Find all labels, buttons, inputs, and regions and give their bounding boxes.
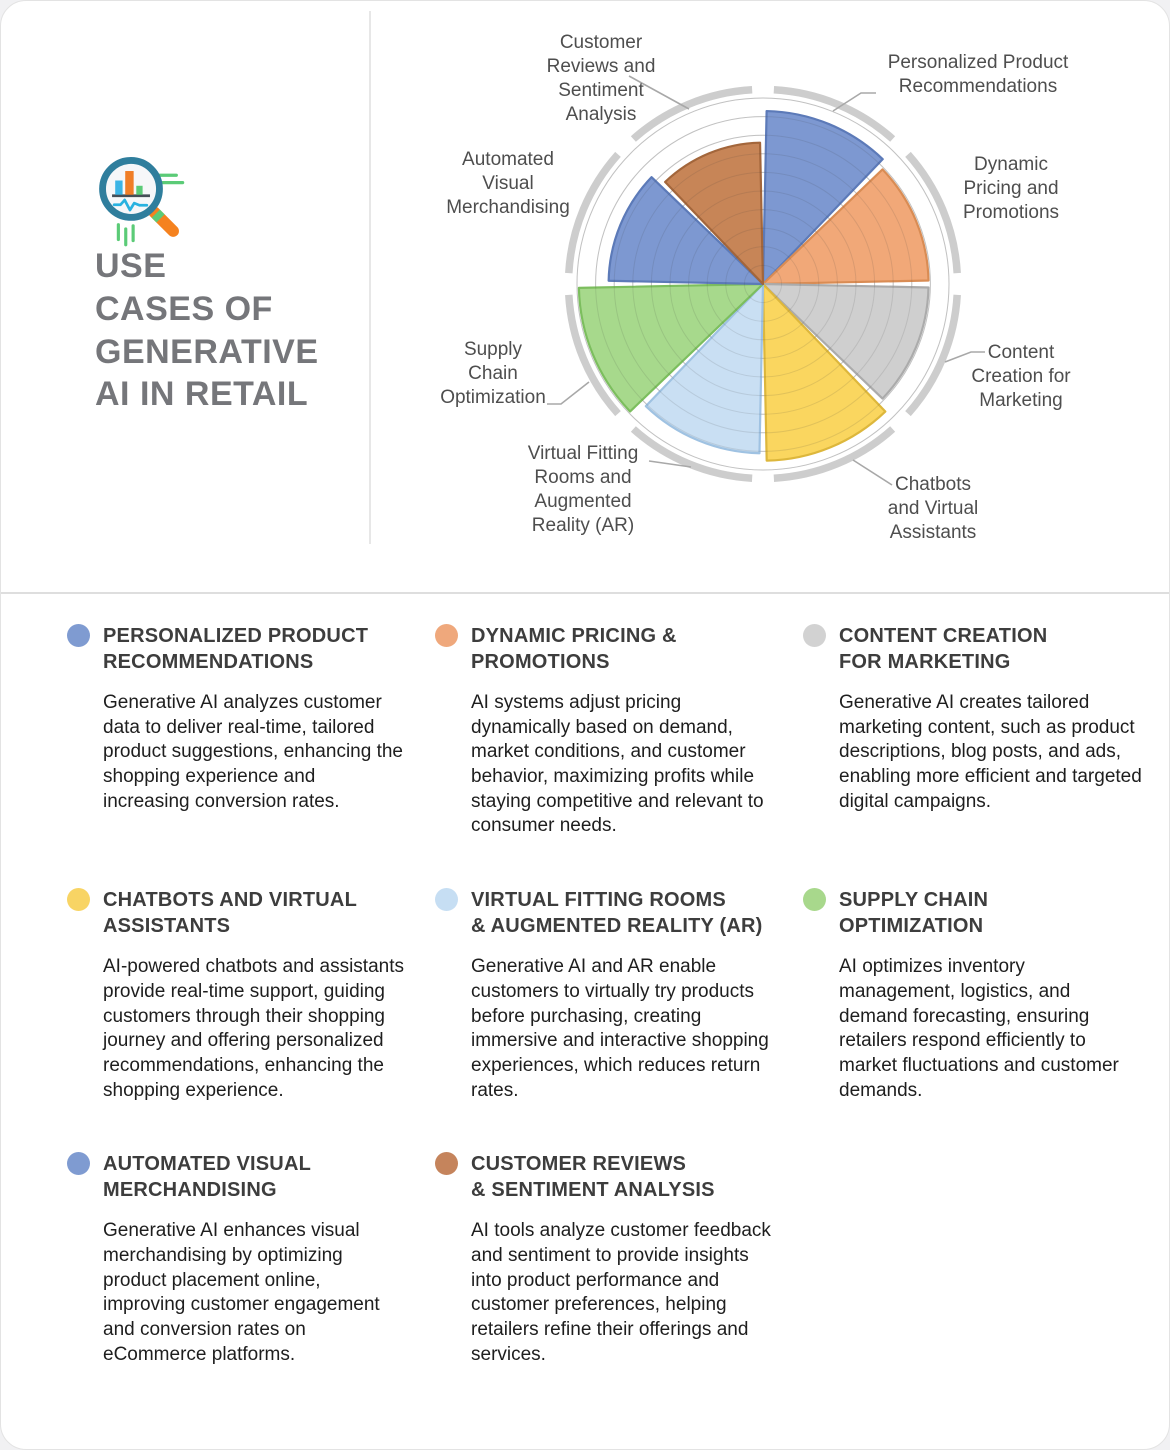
- section-virtual-fitting-rooms-ar: VIRTUAL FITTING ROOMS & AUGMENTED REALIT…: [435, 887, 775, 1103]
- radial-chart-svg: [547, 75, 985, 486]
- section-title: PERSONALIZED PRODUCT RECOMMENDATIONS: [103, 625, 369, 673]
- bullet-dot-orange: [435, 624, 458, 647]
- section-body: Generative AI and AR enable customers to…: [471, 956, 769, 1101]
- section-customer-reviews-sentiment: CUSTOMER REVIEWS & SENTIMENT ANALYSIS AI…: [435, 1151, 775, 1367]
- chart-label-personalized: Personalized Product Recommendations: [887, 52, 1069, 97]
- section-body: Generative AI creates tailored marketing…: [839, 692, 1142, 812]
- section-body: Generative AI analyzes customer data to …: [103, 692, 403, 812]
- magnifier-bar-chart-icon: [99, 157, 185, 247]
- section-body: AI optimizes inventory management, logis…: [839, 956, 1119, 1101]
- section-title: SUPPLY CHAIN OPTIMIZATION: [839, 889, 989, 938]
- section-dynamic-pricing-promotions: DYNAMIC PRICING & PROMOTIONS AI systems …: [435, 623, 775, 839]
- chart-label-dynamic-pricing: Dynamic Pricing and Promotions: [962, 154, 1060, 223]
- section-content-creation-marketing: CONTENT CREATION FOR MARKETING Generativ…: [803, 623, 1143, 839]
- page-title: USE CASES OF GENERATIVE AI IN RETAIL: [95, 247, 319, 414]
- section-title: CONTENT CREATION FOR MARKETING: [839, 625, 1048, 673]
- section-automated-visual-merchandising: AUTOMATED VISUAL MERCHANDISING Generativ…: [67, 1151, 407, 1367]
- top-section: USE CASES OF GENERATIVE AI IN RETAIL Per…: [1, 1, 1169, 594]
- section-title: VIRTUAL FITTING ROOMS & AUGMENTED REALIT…: [471, 889, 763, 938]
- use-case-sections: PERSONALIZED PRODUCT RECOMMENDATIONS Gen…: [1, 594, 1169, 1407]
- title-panel: USE CASES OF GENERATIVE AI IN RETAIL: [1, 11, 371, 544]
- section-personalized-product-recommendations: PERSONALIZED PRODUCT RECOMMENDATIONS Gen…: [67, 623, 407, 839]
- section-body: Generative AI enhances visual merchandis…: [103, 1220, 380, 1365]
- bullet-dot-brown: [435, 1152, 458, 1176]
- bullet-dot-lightblue: [435, 888, 458, 912]
- section-body: AI-powered chatbots and assistants provi…: [103, 956, 405, 1101]
- chart-label-chatbots: Chatbots and Virtual Assistants: [887, 474, 979, 543]
- chart-label-automated-visual: Automated Visual Merchandising: [446, 149, 570, 218]
- bullet-dot-green: [803, 888, 826, 912]
- bullet-dot-gray: [803, 624, 826, 647]
- chart-label-customer-reviews: Customer Reviews and Sentiment Analysis: [546, 32, 656, 125]
- bullet-dot-blue: [67, 1152, 90, 1176]
- bullet-dot-yellow: [67, 888, 90, 912]
- section-title: DYNAMIC PRICING & PROMOTIONS: [471, 625, 677, 673]
- section-title: CUSTOMER REVIEWS & SENTIMENT ANALYSIS: [471, 1153, 715, 1202]
- section-chatbots-virtual-assistants: CHATBOTS AND VIRTUAL ASSISTANTS AI-power…: [67, 887, 407, 1103]
- chart-label-content-creation: Content Creation for Marketing: [971, 342, 1071, 411]
- section-body: AI systems adjust pricing dynamically ba…: [471, 692, 764, 837]
- radial-chart: Personalized Product Recommendations Dyn…: [371, 1, 1169, 594]
- section-title: AUTOMATED VISUAL MERCHANDISING: [103, 1153, 312, 1202]
- chart-label-virtual-fitting: Virtual Fitting Rooms and Augmented Real…: [527, 443, 639, 536]
- chart-label-supply-chain: Supply Chain Optimization: [440, 339, 546, 408]
- section-supply-chain-optimization: SUPPLY CHAIN OPTIMIZATION AI optimizes i…: [803, 887, 1143, 1103]
- section-title: CHATBOTS AND VIRTUAL ASSISTANTS: [103, 889, 357, 938]
- section-body: AI tools analyze customer feedback and s…: [471, 1220, 771, 1365]
- bullet-dot-blue: [67, 624, 90, 647]
